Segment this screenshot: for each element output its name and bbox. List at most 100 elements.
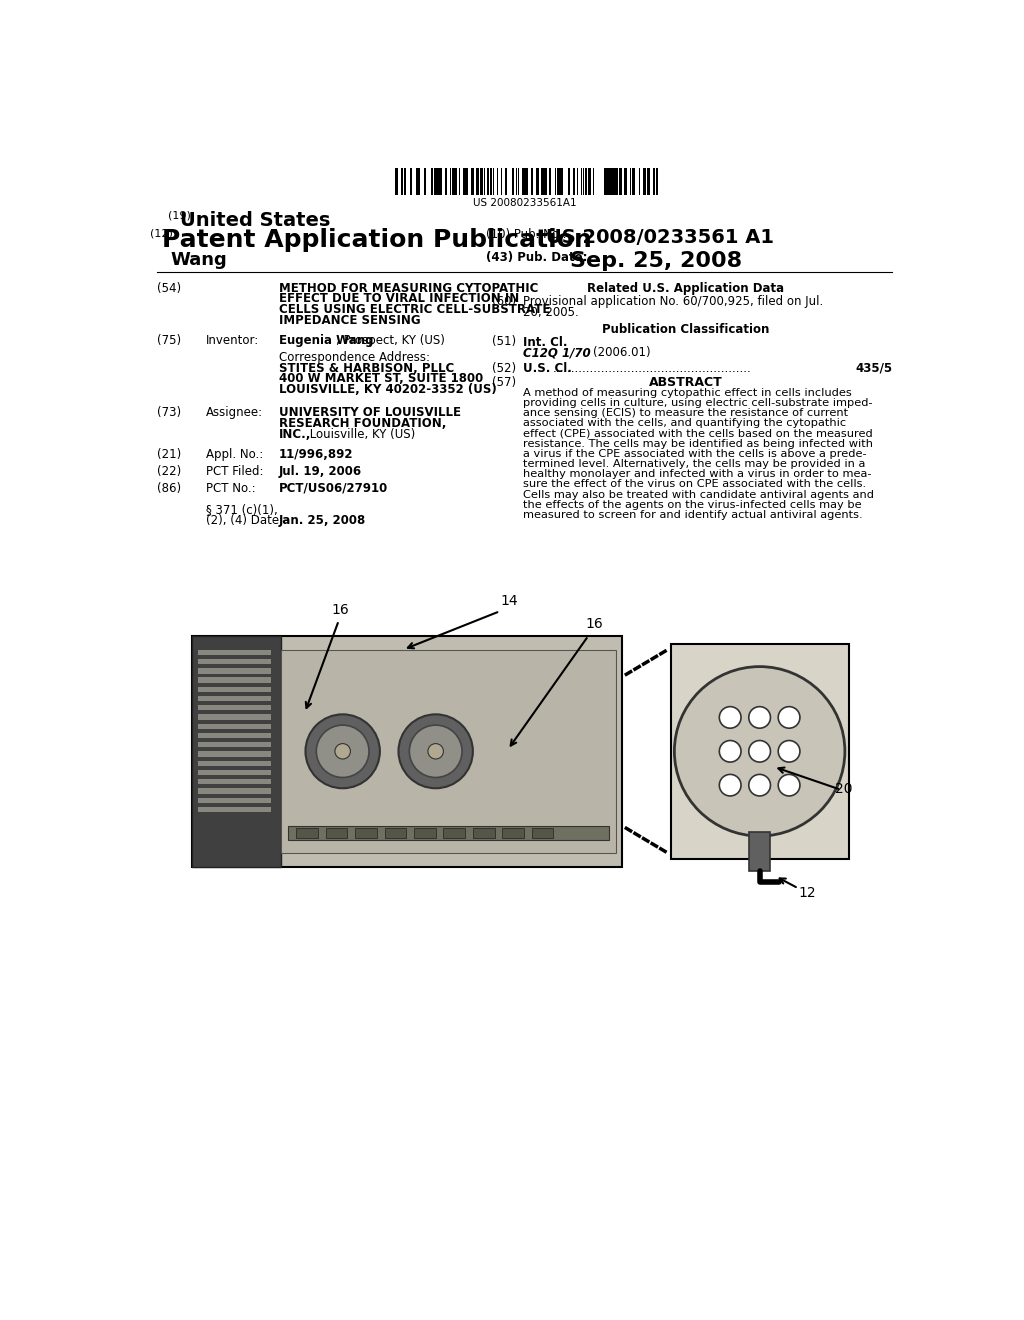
Text: 435/5: 435/5 xyxy=(855,362,892,375)
Bar xyxy=(497,168,499,195)
Circle shape xyxy=(749,775,770,796)
Text: Eugenia Wang: Eugenia Wang xyxy=(280,334,374,347)
Bar xyxy=(434,168,436,195)
Bar xyxy=(652,168,655,195)
Bar xyxy=(191,636,281,867)
Text: (73): (73) xyxy=(158,407,181,420)
Bar xyxy=(419,168,420,195)
Circle shape xyxy=(778,706,800,729)
Circle shape xyxy=(719,741,741,762)
Bar xyxy=(440,168,442,195)
Bar xyxy=(445,168,447,195)
Bar xyxy=(198,733,271,738)
Bar xyxy=(198,686,271,692)
Bar xyxy=(531,828,554,838)
Text: EFFECT DUE TO VIRAL INFECTION IN: EFFECT DUE TO VIRAL INFECTION IN xyxy=(280,293,519,305)
Bar xyxy=(526,168,528,195)
Text: Cells may also be treated with candidate antiviral agents and: Cells may also be treated with candidate… xyxy=(523,490,874,499)
Bar xyxy=(524,168,526,195)
Text: Sep. 25, 2008: Sep. 25, 2008 xyxy=(569,251,741,271)
Circle shape xyxy=(398,714,473,788)
Circle shape xyxy=(749,706,770,729)
Text: IMPEDANCE SENSING: IMPEDANCE SENSING xyxy=(280,314,421,327)
Bar xyxy=(557,168,559,195)
Bar xyxy=(538,168,539,195)
Bar xyxy=(607,168,608,195)
Text: CELLS USING ELECTRIC CELL-SUBSTRATE: CELLS USING ELECTRIC CELL-SUBSTRATE xyxy=(280,304,551,317)
Text: (19): (19) xyxy=(168,211,191,220)
Text: 16: 16 xyxy=(331,602,349,616)
Text: 12: 12 xyxy=(799,886,816,900)
Bar xyxy=(438,168,439,195)
Bar xyxy=(549,168,550,195)
Bar xyxy=(644,168,646,195)
Bar xyxy=(521,168,524,195)
Bar xyxy=(512,168,514,195)
Bar xyxy=(647,168,649,195)
Text: (57): (57) xyxy=(493,376,516,388)
Text: Publication Classification: Publication Classification xyxy=(602,323,770,337)
Text: a virus if the CPE associated with the cells is above a prede-: a virus if the CPE associated with the c… xyxy=(523,449,867,459)
Text: 20: 20 xyxy=(835,781,852,796)
Text: US 2008/0233561 A1: US 2008/0233561 A1 xyxy=(547,228,774,247)
Bar xyxy=(483,168,485,195)
Circle shape xyxy=(749,741,770,762)
Text: 11/996,892: 11/996,892 xyxy=(280,447,353,461)
Text: Jan. 25, 2008: Jan. 25, 2008 xyxy=(280,515,367,527)
Text: termined level. Alternatively, the cells may be provided in a: termined level. Alternatively, the cells… xyxy=(523,459,865,469)
Bar xyxy=(411,168,413,195)
Bar xyxy=(414,828,435,838)
Bar xyxy=(604,168,606,195)
Circle shape xyxy=(428,743,443,759)
Bar xyxy=(198,770,271,775)
Circle shape xyxy=(778,775,800,796)
Bar xyxy=(198,742,271,747)
Text: (52): (52) xyxy=(493,362,516,375)
Text: (22): (22) xyxy=(158,465,181,478)
Bar xyxy=(560,168,563,195)
Text: (60): (60) xyxy=(493,296,516,309)
Text: .....................................................: ........................................… xyxy=(553,362,752,375)
Text: (54): (54) xyxy=(158,281,181,294)
Text: UNIVERSITY OF LOUISVILLE: UNIVERSITY OF LOUISVILLE xyxy=(280,407,461,420)
Text: C12Q 1/70: C12Q 1/70 xyxy=(523,346,591,359)
Text: 16: 16 xyxy=(586,618,603,631)
Bar xyxy=(198,807,271,812)
Bar xyxy=(480,168,483,195)
Bar xyxy=(198,788,271,793)
Text: resistance. The cells may be identified as being infected with: resistance. The cells may be identified … xyxy=(523,438,873,449)
Bar xyxy=(454,168,455,195)
Circle shape xyxy=(316,725,369,777)
Circle shape xyxy=(778,741,800,762)
Bar xyxy=(198,779,271,784)
Bar xyxy=(588,168,590,195)
Bar xyxy=(191,636,623,867)
Bar xyxy=(536,168,538,195)
Text: the effects of the agents on the virus-infected cells may be: the effects of the agents on the virus-i… xyxy=(523,500,862,510)
Text: (2006.01): (2006.01) xyxy=(593,346,650,359)
Circle shape xyxy=(719,706,741,729)
Bar xyxy=(198,696,271,701)
Bar xyxy=(198,659,271,664)
Text: effect (CPE) associated with the cells based on the measured: effect (CPE) associated with the cells b… xyxy=(523,429,873,438)
Bar xyxy=(296,828,317,838)
Bar xyxy=(395,168,397,195)
Circle shape xyxy=(719,775,741,796)
Text: 20, 2005.: 20, 2005. xyxy=(523,306,579,319)
Text: RESEARCH FOUNDATION,: RESEARCH FOUNDATION, xyxy=(280,417,446,430)
Bar xyxy=(541,168,543,195)
Text: healthy monolayer and infected with a virus in order to mea-: healthy monolayer and infected with a vi… xyxy=(523,469,871,479)
Text: STITES & HARBISON, PLLC: STITES & HARBISON, PLLC xyxy=(280,362,455,375)
Bar xyxy=(518,168,519,195)
Text: 14: 14 xyxy=(500,594,517,609)
Text: Correspondence Address:: Correspondence Address: xyxy=(280,351,430,364)
Text: (51): (51) xyxy=(493,335,516,348)
Bar xyxy=(198,751,271,756)
Bar xyxy=(609,168,611,195)
Bar xyxy=(452,168,454,195)
Bar xyxy=(198,668,271,673)
Text: U.S. Cl.: U.S. Cl. xyxy=(523,362,572,375)
Text: METHOD FOR MEASURING CYTOPATHIC: METHOD FOR MEASURING CYTOPATHIC xyxy=(280,281,539,294)
Bar xyxy=(616,168,617,195)
Bar xyxy=(417,168,419,195)
